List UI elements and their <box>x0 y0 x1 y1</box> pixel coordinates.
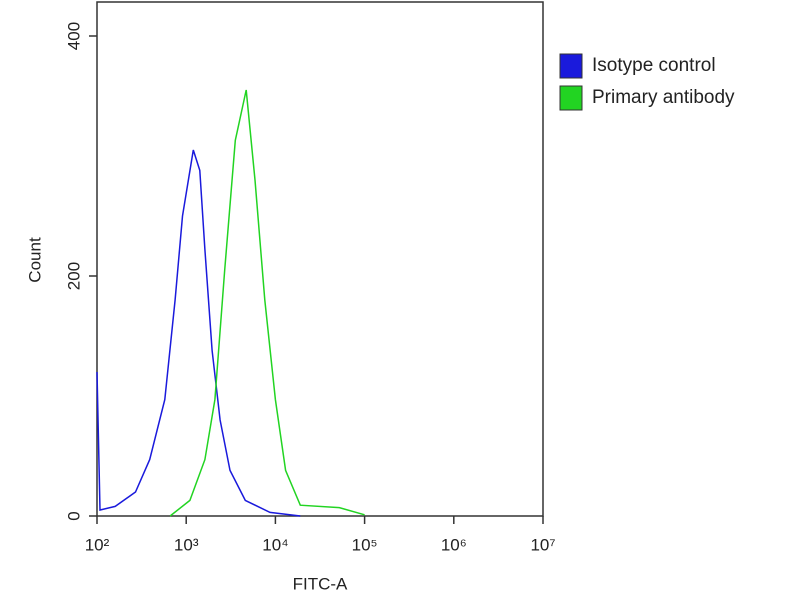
legend-swatch <box>559 53 583 79</box>
legend-label: Isotype control <box>592 55 716 76</box>
x-tick-label: 10³ <box>174 535 199 554</box>
x-tick-label: 10⁴ <box>262 535 288 554</box>
series-line <box>96 149 301 517</box>
y-axis-label: Count <box>25 237 44 283</box>
series-line <box>169 89 365 517</box>
x-tick-label: 10⁵ <box>352 535 378 554</box>
x-axis-label: FITC-A <box>293 574 348 593</box>
legend-label: Primary antibody <box>592 87 735 108</box>
legend-swatch <box>559 85 583 111</box>
y-tick-label: 400 <box>64 22 83 50</box>
y-tick-label: 200 <box>64 262 83 290</box>
x-tick-label: 10² <box>85 535 110 554</box>
x-tick-label: 10⁷ <box>530 535 555 554</box>
y-tick-label: 0 <box>64 511 83 520</box>
plot-frame <box>96 1 544 517</box>
x-tick-label: 10⁶ <box>441 535 467 554</box>
